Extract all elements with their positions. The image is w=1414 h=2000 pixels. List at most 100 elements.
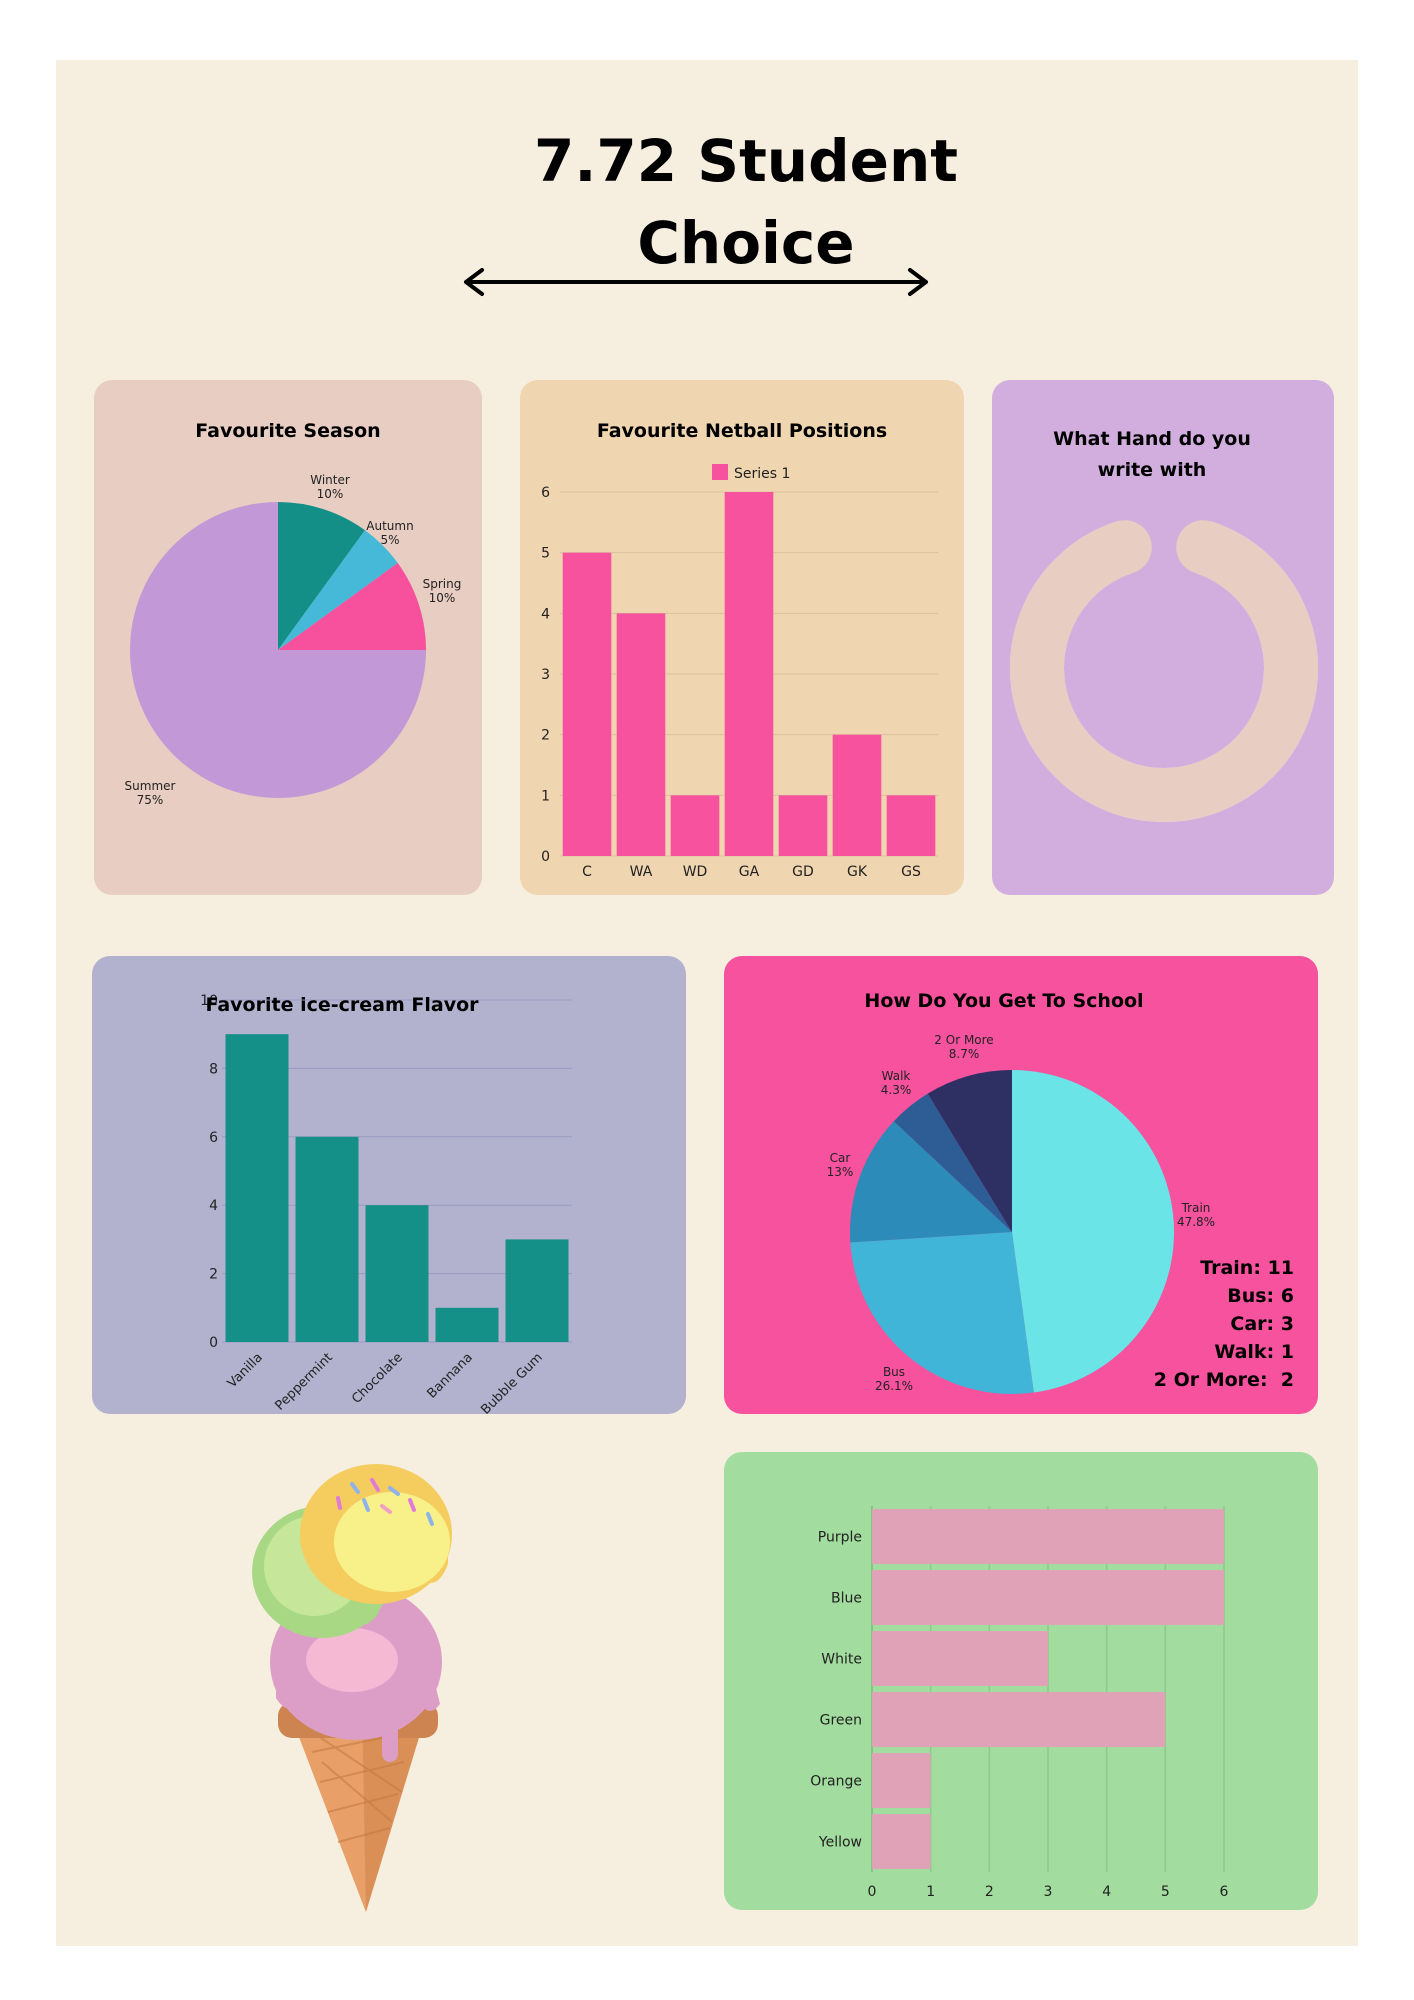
netball-x-tick-gk: GK [847, 864, 868, 880]
netball-legend-swatch [712, 464, 728, 480]
netball-x-tick-gd: GD [792, 864, 814, 880]
netball-x-tick-wd: WD [683, 864, 708, 880]
colour-bar-white [872, 1631, 1048, 1686]
hand-chart-card: What Hand do you write with [992, 380, 1334, 895]
colour-bar-blue [872, 1570, 1224, 1625]
colour-x-tick: 1 [926, 1884, 935, 1900]
netball-y-tick: 1 [541, 788, 550, 804]
count-car: Car: 3 [1230, 1313, 1294, 1335]
colour-chart-card: 0 1 2 3 4 5 6 Purple Blue White Green Orange Yellow [724, 1452, 1318, 1910]
season-label-autumn: Autumn [366, 519, 413, 533]
netball-x-tick-gs: GS [901, 864, 921, 880]
colour-x-tick: 3 [1044, 1884, 1053, 1900]
season-slice-summer [130, 502, 426, 798]
poster-background: 7.72 Student Choice Favourite Season Win… [56, 60, 1358, 1946]
season-pct-autumn: 5% [380, 533, 399, 547]
colour-bar-yellow [872, 1814, 931, 1869]
school-pct-car: 13% [827, 1165, 854, 1179]
school-chart-card: How Do You Get To School Train 47.8% Bus 26… [724, 956, 1318, 1414]
colour-x-tick: 6 [1220, 1884, 1229, 1900]
netball-y-tick: 2 [541, 728, 550, 744]
colour-bar-chart: 0 1 2 3 4 5 6 Purple Blue White Green Orange Yellow [810, 1506, 1229, 1900]
netball-bar-ga [724, 492, 774, 856]
netball-bar-gs [886, 795, 936, 856]
icecream-y-tick: 4 [209, 1198, 218, 1214]
netball-y-tick: 4 [541, 606, 550, 622]
count-train: Train: 11 [1200, 1257, 1294, 1279]
colour-y-tick-blue: Blue [831, 1591, 862, 1607]
icecream-bar-bubble-gum [505, 1239, 569, 1342]
count-bus: Bus: 6 [1227, 1285, 1294, 1307]
colour-y-tick-purple: Purple [818, 1530, 862, 1546]
season-slice-spring [278, 563, 426, 650]
season-slice-autumn [278, 530, 398, 650]
icecream-bar-vanilla [225, 1034, 289, 1342]
icecream-x-tick-bannana: Bannana [425, 1350, 476, 1401]
netball-bar-gd [778, 795, 828, 856]
school-label-bus: Bus [883, 1365, 905, 1379]
school-pct-bus: 26.1% [875, 1379, 913, 1393]
colour-y-tick-yellow: Yellow [818, 1835, 862, 1851]
season-label-winter: Winter [310, 473, 350, 487]
netball-y-tick: 0 [541, 849, 550, 865]
icecream-y-tick: 8 [209, 1061, 218, 1077]
school-pct-walk: 4.3% [881, 1083, 912, 1097]
netball-y-tick: 3 [541, 667, 550, 683]
season-pct-spring: 10% [429, 591, 456, 605]
hand-chart-title: What Hand do you write with [1053, 428, 1251, 481]
colour-x-tick: 2 [985, 1884, 994, 1900]
season-chart-title: Favourite Season [195, 420, 381, 442]
netball-bar-wa [616, 613, 666, 856]
colour-x-tick: 4 [1102, 1884, 1111, 1900]
school-label-2-or-more: 2 Or More [934, 1033, 993, 1047]
icecream-x-tick-vanilla: Vanilla [225, 1350, 266, 1391]
colour-x-tick: 0 [868, 1884, 877, 1900]
netball-y-tick: 5 [541, 546, 550, 562]
double-arrow-icon [464, 268, 928, 296]
icecream-y-tick: 0 [209, 1335, 218, 1351]
school-label-walk: Walk [882, 1069, 911, 1083]
icecream-bar-peppermint [295, 1136, 359, 1342]
netball-bar-c [562, 552, 612, 856]
colour-y-tick-green: Green [820, 1713, 862, 1729]
season-pct-winter: 10% [317, 487, 344, 501]
school-label-train: Train [1181, 1201, 1211, 1215]
school-chart-title: How Do You Get To School [864, 990, 1144, 1012]
icecream-x-tick-peppermint: Peppermint [272, 1350, 335, 1413]
school-slice-bus [850, 1232, 1034, 1394]
school-slice-walk [893, 1093, 1012, 1232]
season-chart-card: Favourite Season Winter 10% Autumn 5% Spring… [94, 380, 482, 895]
colour-bar-orange [872, 1753, 931, 1808]
ice-cream-cone-illustration [252, 1464, 452, 1912]
hand-donut-chart [1010, 520, 1318, 822]
netball-x-tick-c: C [582, 864, 592, 880]
school-counts-list: Train: 11 Bus: 6 Car: 3 Walk: 1 2 Or Mor… [1154, 1254, 1294, 1394]
school-slice-train [1012, 1070, 1175, 1393]
netball-bar-wd [670, 795, 720, 856]
icecream-x-tick-chocolate: Chocolate [349, 1350, 406, 1407]
icecream-chart-card: Favorite ice-cream Flavor 0 2 4 6 8 10 Vanilla… [92, 956, 686, 1418]
netball-bar-chart: 0 1 2 3 4 5 6 C WA WD GA GD GK GS Series 1 [541, 464, 938, 880]
icecream-y-tick: 6 [209, 1130, 218, 1146]
season-label-summer: Summer [125, 779, 176, 793]
season-label-spring: Spring [423, 577, 462, 591]
school-slice-car [850, 1121, 1012, 1243]
netball-bar-gk [832, 734, 882, 856]
netball-chart-title: Favourite Netball Positions [596, 420, 888, 442]
icecream-bar-chocolate [365, 1205, 429, 1342]
icecream-y-tick: 10 [200, 993, 218, 1009]
school-slice-2-or-more [927, 1070, 1012, 1232]
season-pct-summer: 75% [137, 793, 164, 807]
icecream-x-tick-bubble-gum: Bubble Gum [478, 1350, 545, 1414]
school-label-car: Car [830, 1151, 851, 1165]
netball-x-tick-wa: WA [630, 864, 653, 880]
count-walk: Walk: 1 [1214, 1341, 1294, 1363]
icecream-chart-title: Favorite ice-cream Flavor [205, 994, 479, 1016]
netball-chart-card: Favourite Netball Positions 0 1 2 3 4 5 6 C WA WD… [520, 380, 964, 895]
netball-y-tick: 6 [541, 485, 550, 501]
icecream-bar-bannana [435, 1307, 499, 1342]
netball-legend-label: Series 1 [734, 466, 790, 482]
colour-y-tick-orange: Orange [810, 1774, 862, 1790]
